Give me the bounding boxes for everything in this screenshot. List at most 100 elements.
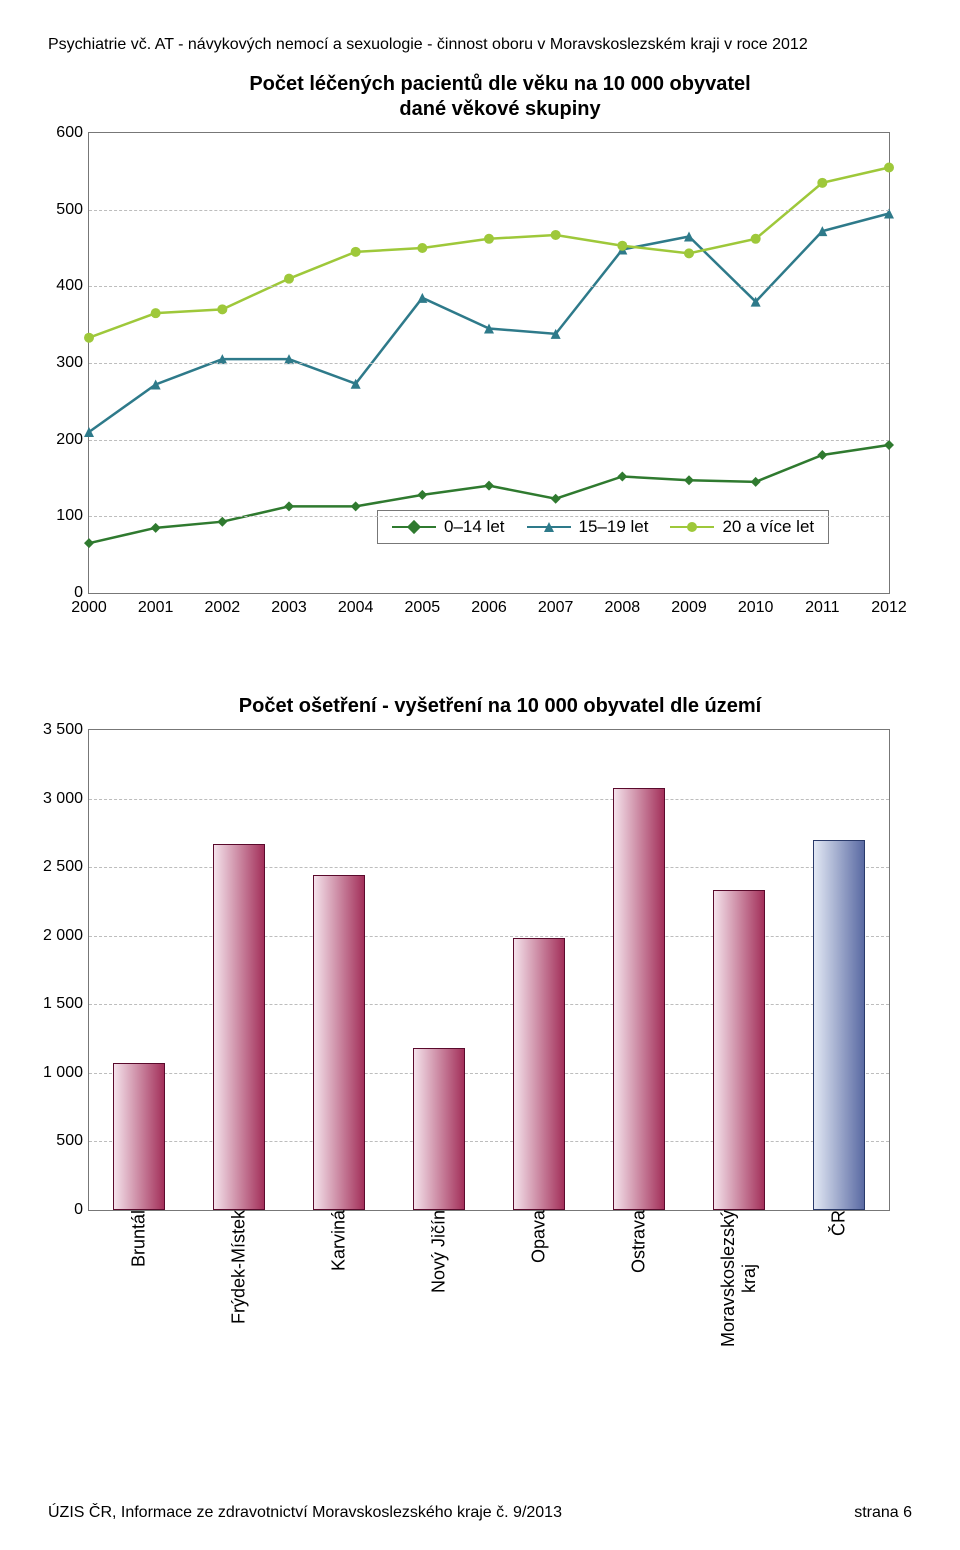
series-marker [551, 230, 561, 240]
x-tick-label: Frýdek-Místek [229, 1210, 250, 1338]
x-tick-label: Karviná [329, 1210, 350, 1285]
bar [613, 788, 665, 1210]
footer-right: strana 6 [854, 1504, 912, 1522]
series-marker [217, 304, 227, 314]
chart2-title: Počet ošetření - vyšetření na 10 000 oby… [88, 694, 912, 719]
gridline [89, 799, 889, 800]
bar [513, 938, 565, 1210]
y-tick-label: 0 [39, 1201, 83, 1219]
legend-label: 20 a více let [722, 517, 814, 537]
footer-left: ÚZIS ČR, Informace ze zdravotnictví Mora… [48, 1504, 562, 1522]
chart1-legend: 0–14 let 15–19 let 20 a více let [377, 510, 829, 544]
x-tick-label: 2001 [138, 593, 174, 617]
series-marker [284, 274, 294, 284]
page-header: Psychiatrie vč. AT - návykových nemocí a… [48, 36, 912, 54]
bar [213, 844, 265, 1210]
gridline [89, 1141, 889, 1142]
x-tick-label: 2007 [538, 593, 574, 617]
series-marker [751, 477, 761, 487]
page: Psychiatrie vč. AT - návykových nemocí a… [0, 0, 960, 1550]
gridline [89, 210, 889, 211]
y-tick-label: 600 [39, 124, 83, 142]
x-tick-label: ČR [829, 1210, 850, 1250]
series-marker [551, 494, 561, 504]
y-tick-label: 500 [39, 201, 83, 219]
x-tick-label: Bruntál [129, 1210, 150, 1281]
legend-item: 15–19 let [527, 517, 649, 537]
series-marker [417, 293, 427, 303]
series-marker [417, 243, 427, 253]
chart1-plot: 0–14 let15–19 let20 a více let 010020030… [88, 132, 890, 594]
series-line [89, 214, 889, 433]
y-tick-label: 200 [39, 431, 83, 449]
gridline [89, 516, 889, 517]
gridline [89, 1004, 889, 1005]
x-tick-label: 2000 [71, 593, 107, 617]
gridline [89, 867, 889, 868]
series-marker [151, 308, 161, 318]
x-tick-label: 2012 [871, 593, 907, 617]
series-marker [217, 517, 227, 527]
series-marker [484, 234, 494, 244]
x-tick-label: 2009 [671, 593, 707, 617]
series-marker [751, 234, 761, 244]
gridline [89, 440, 889, 441]
series-marker [884, 163, 894, 173]
y-tick-label: 1 500 [39, 995, 83, 1013]
x-tick-label: 2003 [271, 593, 307, 617]
series-marker [84, 538, 94, 548]
x-tick-label: 2004 [338, 593, 374, 617]
page-footer: ÚZIS ČR, Informace ze zdravotnictví Mora… [48, 1504, 912, 1522]
series-marker [351, 247, 361, 257]
y-tick-label: 500 [39, 1132, 83, 1150]
chart1-wrap: Počet léčených pacientů dle věku na 10 0… [88, 72, 912, 594]
x-tick-label: Nový Jičín [429, 1210, 450, 1307]
gridline [89, 286, 889, 287]
x-tick-label: Moravskoslezskýkraj [718, 1210, 760, 1361]
series-marker [351, 501, 361, 511]
y-tick-label: 3 000 [39, 790, 83, 808]
gridline [89, 1073, 889, 1074]
series-marker [484, 481, 494, 491]
series-marker [417, 490, 427, 500]
chart2-wrap: Počet ošetření - vyšetření na 10 000 oby… [88, 694, 912, 1211]
x-tick-label: 2011 [805, 593, 839, 617]
legend-item: 20 a více let [670, 517, 814, 537]
series-marker [617, 241, 627, 251]
y-tick-label: 300 [39, 354, 83, 372]
x-tick-label: Opava [529, 1210, 550, 1277]
bar [313, 875, 365, 1210]
series-marker [684, 248, 694, 258]
legend-label: 15–19 let [579, 517, 649, 537]
bar [713, 890, 765, 1210]
gridline [89, 936, 889, 937]
series-marker [884, 440, 894, 450]
legend-item: 0–14 let [392, 517, 505, 537]
series-marker [84, 333, 94, 343]
series-line [89, 168, 889, 338]
series-marker [817, 450, 827, 460]
chart2-plot: 05001 0001 5002 0002 5003 0003 500Bruntá… [88, 729, 890, 1211]
x-tick-label: 2006 [471, 593, 507, 617]
y-tick-label: 3 500 [39, 721, 83, 739]
chart1-title: Počet léčených pacientů dle věku na 10 0… [88, 72, 912, 122]
bar [113, 1063, 165, 1210]
y-tick-label: 1 000 [39, 1064, 83, 1082]
series-marker [817, 178, 827, 188]
legend-label: 0–14 let [444, 517, 505, 537]
series-marker [151, 523, 161, 533]
x-tick-label: Ostrava [629, 1210, 650, 1287]
x-tick-label: 2010 [738, 593, 774, 617]
series-marker [684, 475, 694, 485]
series-marker [284, 501, 294, 511]
x-tick-label: 2005 [405, 593, 441, 617]
series-marker [617, 471, 627, 481]
y-tick-label: 400 [39, 277, 83, 295]
gridline [89, 363, 889, 364]
bar [413, 1048, 465, 1210]
y-tick-label: 2 000 [39, 927, 83, 945]
y-tick-label: 100 [39, 507, 83, 525]
bar [813, 840, 865, 1210]
y-tick-label: 2 500 [39, 858, 83, 876]
x-tick-label: 2008 [605, 593, 641, 617]
